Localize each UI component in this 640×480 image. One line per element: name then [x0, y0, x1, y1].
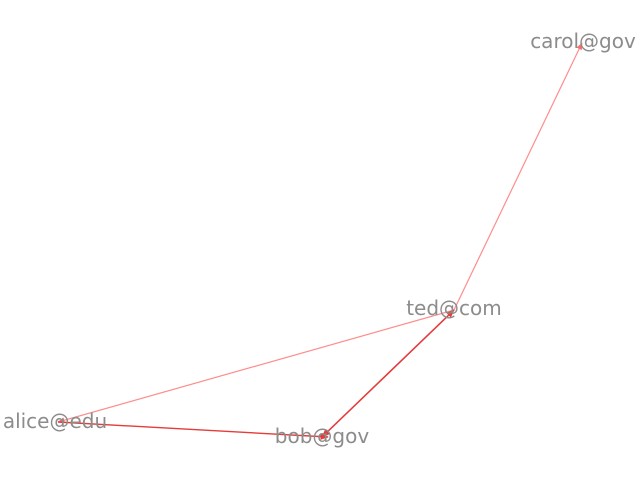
labels-group: carol@gov ted@com alice@edu bob@gov	[3, 29, 636, 448]
node-label-alice: alice@edu	[3, 409, 107, 433]
edges-group	[57, 42, 583, 440]
edge-ted-alice	[57, 309, 455, 424]
node-label-bob: bob@gov	[275, 424, 370, 448]
node-label-ted: ted@com	[406, 296, 502, 320]
edge-ted-bob	[321, 309, 455, 438]
edge-alice-bob	[57, 421, 329, 440]
node-label-carol: carol@gov	[530, 29, 636, 53]
edge-ted-carol	[453, 42, 583, 311]
